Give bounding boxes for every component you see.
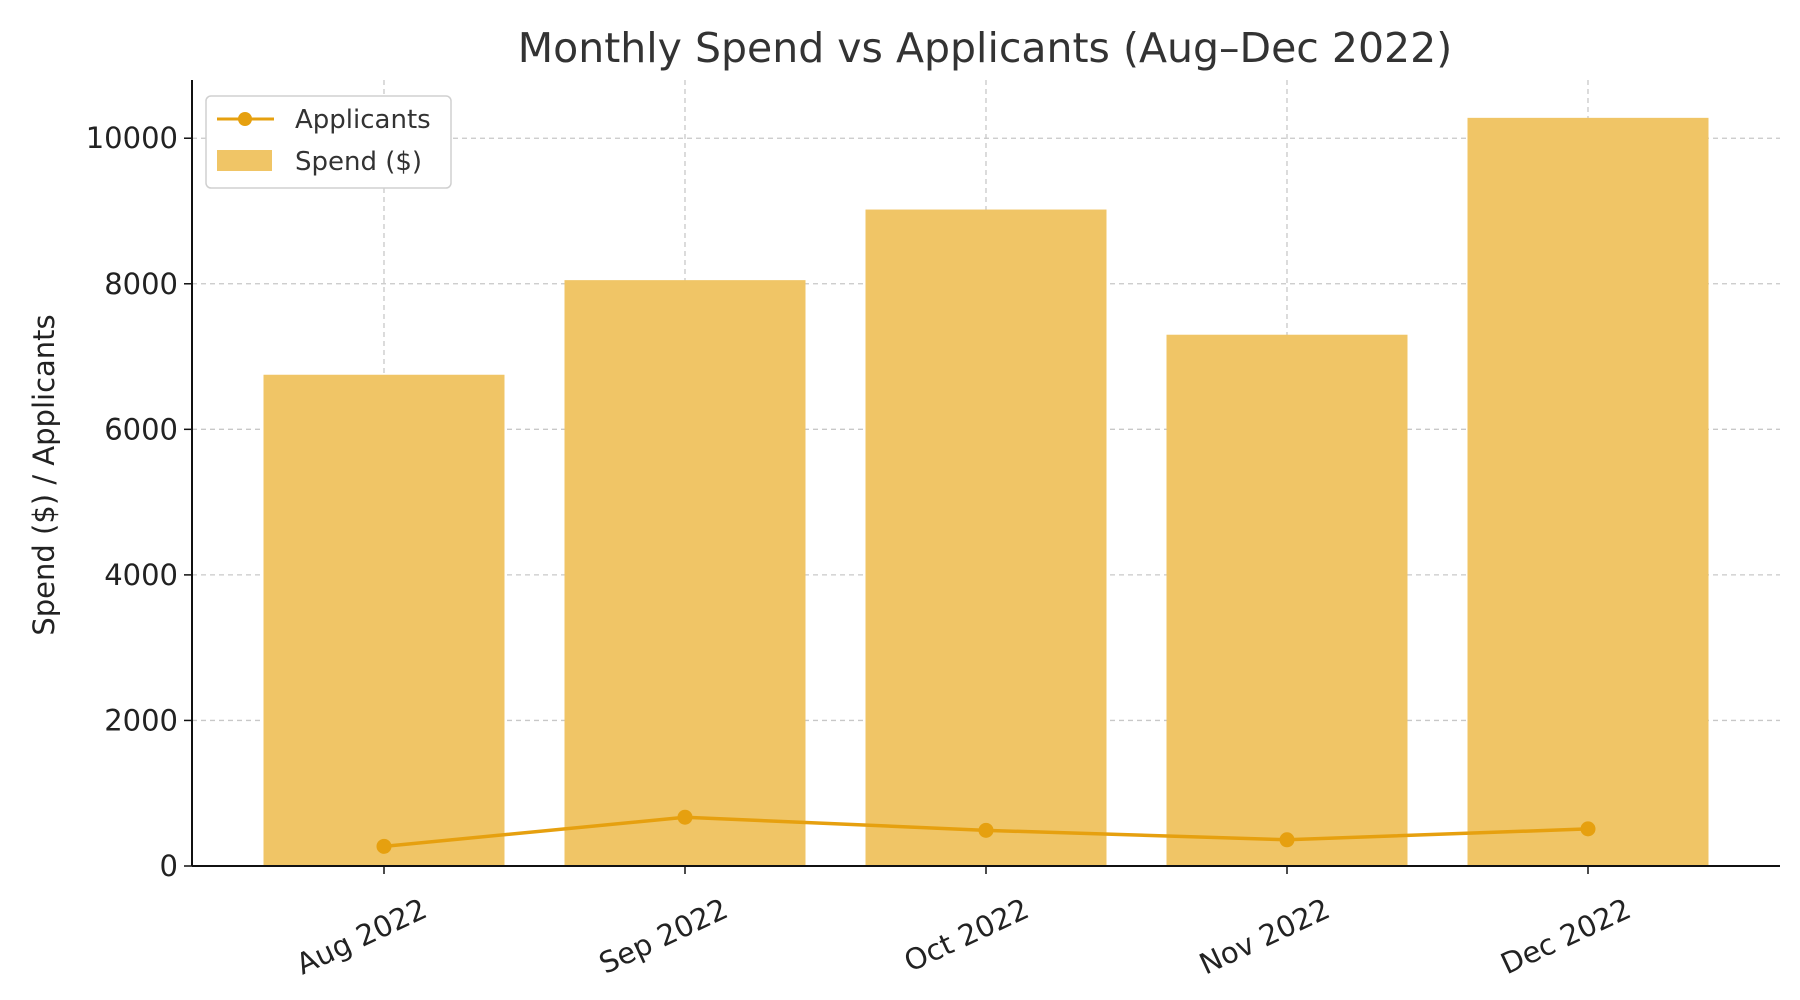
bars-layer [263,117,1709,867]
legend-spend-label: Spend ($) [295,147,422,177]
y-tick-label: 2000 [104,703,178,737]
applicants-point [1580,821,1596,837]
legend: Applicants Spend ($) [205,95,452,189]
spend-bar [564,280,806,866]
applicants-point [677,809,693,825]
spend-bar [865,209,1107,867]
chart-title: Monthly Spend vs Applicants (Aug–Dec 202… [518,24,1452,72]
spend-bar [1467,117,1709,867]
spend-bar [263,374,505,866]
legend-spend-swatch-icon [217,150,272,171]
y-tick-label: 4000 [104,558,178,592]
legend-applicants-label: Applicants [295,105,431,135]
spend-bar [1166,334,1408,866]
legend-applicants-marker-icon [238,112,252,126]
y-axis-label: Spend ($) / Applicants [27,314,61,635]
applicants-point [978,822,994,838]
line-layer [376,809,1596,854]
y-tick-label: 8000 [104,267,178,301]
applicants-point [1279,832,1295,848]
y-tick-label: 6000 [104,412,178,446]
y-tick-label: 0 [160,849,178,883]
y-tick-label: 10000 [86,121,178,155]
applicants-point [376,838,392,854]
